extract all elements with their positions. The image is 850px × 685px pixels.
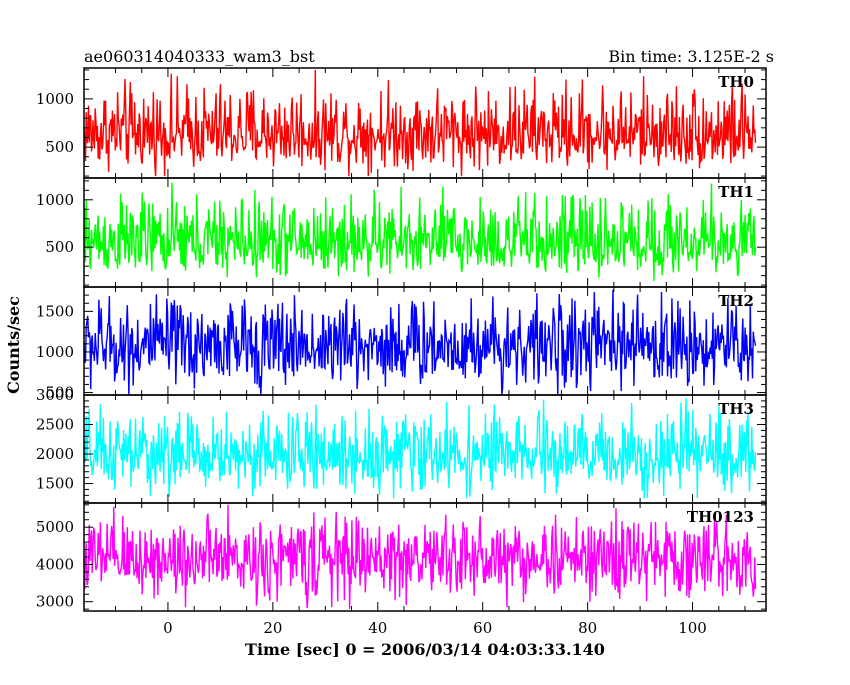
y-tick-label: 1500 — [36, 475, 74, 493]
panel-label-th1: TH1 — [718, 183, 754, 201]
y-tick-label: 3000 — [36, 386, 74, 404]
panel-label-th3: TH3 — [718, 400, 754, 418]
panel-label-th0: TH0 — [718, 73, 754, 91]
series-th3 — [83, 397, 757, 499]
series-th0 — [83, 69, 757, 177]
series-th2 — [83, 289, 757, 396]
y-axis-title: Counts/sec — [4, 296, 23, 394]
y-tick-label: 1000 — [36, 191, 74, 209]
x-tick-label: 20 — [263, 619, 282, 637]
chart-title: ae060314040333_wam3_bst — [84, 47, 315, 66]
x-axis-title: Time [sec] 0 = 2006/03/14 04:03:33.140 — [245, 640, 605, 659]
x-tick-label: 80 — [578, 619, 597, 637]
y-tick-label: 5000 — [36, 518, 74, 536]
y-tick-label: 3000 — [36, 593, 74, 611]
series-th1 — [83, 182, 757, 281]
y-tick-label: 1000 — [36, 90, 74, 108]
x-tick-label: 0 — [163, 619, 173, 637]
y-tick-label: 1500 — [36, 302, 74, 320]
panel-th0: 500 1000 TH0 — [36, 67, 767, 179]
y-tick-label: 500 — [45, 138, 74, 156]
panel-label-th2: TH2 — [718, 292, 754, 310]
series-th0123 — [83, 504, 757, 610]
y-tick-label: 1000 — [36, 343, 74, 361]
x-tick-label: 100 — [678, 619, 707, 637]
y-tick-label: 500 — [45, 238, 74, 256]
panel-th3: 1500 2000 2500 3000 TH3 — [36, 386, 767, 504]
x-tick-label: 40 — [368, 619, 387, 637]
panel-th0123: 3000 4000 5000 TH0123 — [36, 502, 767, 612]
panel-th2: 500 1000 1500 TH2 — [36, 286, 767, 402]
panel-label-th0123: TH0123 — [687, 508, 754, 526]
x-tick-label: 60 — [473, 619, 492, 637]
panel-th1: 500 1000 TH1 — [36, 177, 767, 288]
y-tick-label: 4000 — [36, 555, 74, 573]
y-tick-label: 2000 — [36, 445, 74, 463]
bin-time-label: Bin time: 3.125E-2 s — [608, 47, 774, 66]
y-tick-label: 500 — [45, 384, 74, 402]
y-tick-label: 2500 — [36, 416, 74, 434]
